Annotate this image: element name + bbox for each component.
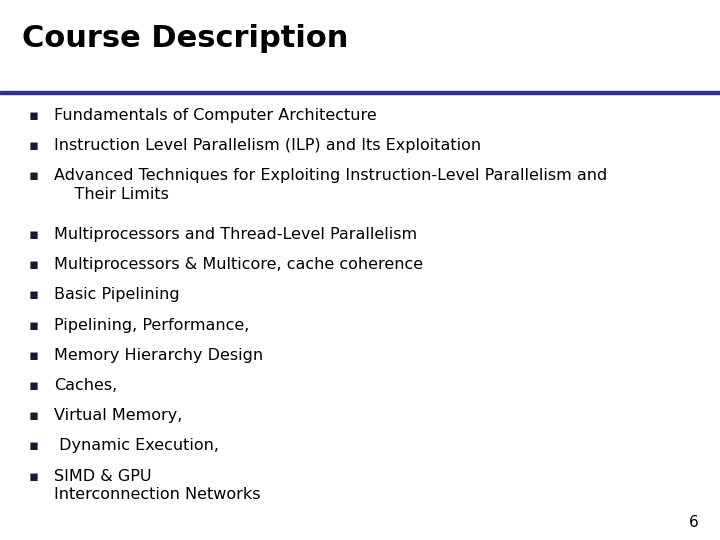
Text: Pipelining, Performance,: Pipelining, Performance, [54, 318, 249, 333]
Bar [0, 91, 720, 94]
Text: ▪: ▪ [29, 408, 39, 423]
Text: ▪: ▪ [29, 168, 39, 184]
Text: ▪: ▪ [29, 318, 39, 333]
Text: Caches,: Caches, [54, 378, 117, 393]
Text: ▪: ▪ [29, 348, 39, 363]
Text: ▪: ▪ [29, 108, 39, 123]
Text: Multiprocessors & Multicore, cache coherence: Multiprocessors & Multicore, cache coher… [54, 257, 423, 272]
Text: Basic Pipelining: Basic Pipelining [54, 287, 179, 302]
Text: Course Description: Course Description [22, 24, 348, 53]
Text: Dynamic Execution,: Dynamic Execution, [54, 438, 219, 454]
Text: Virtual Memory,: Virtual Memory, [54, 408, 182, 423]
Text: ▪: ▪ [29, 438, 39, 454]
Text: Fundamentals of Computer Architecture: Fundamentals of Computer Architecture [54, 108, 377, 123]
Text: Instruction Level Parallelism (ILP) and Its Exploitation: Instruction Level Parallelism (ILP) and … [54, 138, 481, 153]
Text: ▪: ▪ [29, 138, 39, 153]
Text: ▪: ▪ [29, 469, 39, 484]
Text: Advanced Techniques for Exploiting Instruction-Level Parallelism and
    Their L: Advanced Techniques for Exploiting Instr… [54, 168, 607, 202]
Text: ▪: ▪ [29, 287, 39, 302]
Text: ▪: ▪ [29, 378, 39, 393]
Text: Memory Hierarchy Design: Memory Hierarchy Design [54, 348, 263, 363]
Text: ▪: ▪ [29, 257, 39, 272]
Text: SIMD & GPU
Interconnection Networks: SIMD & GPU Interconnection Networks [54, 469, 261, 502]
Text: Multiprocessors and Thread-Level Parallelism: Multiprocessors and Thread-Level Paralle… [54, 227, 417, 242]
Text: ▪: ▪ [29, 227, 39, 242]
Text: 6: 6 [688, 515, 698, 530]
